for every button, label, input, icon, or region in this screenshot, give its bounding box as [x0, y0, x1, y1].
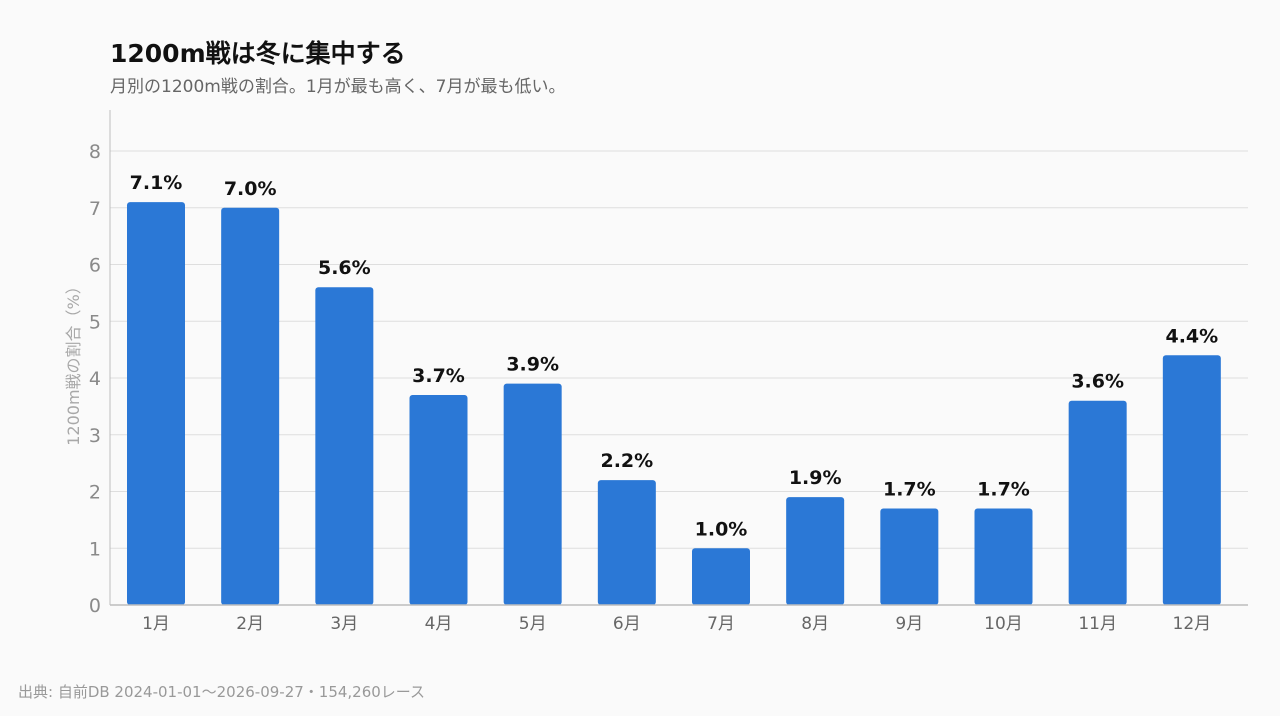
y-tick-label: 3: [89, 425, 101, 447]
data-label: 4.4%: [1165, 325, 1218, 347]
bar: [503, 383, 562, 605]
y-tick-label: 6: [89, 255, 101, 277]
data-label: 1.0%: [695, 518, 748, 540]
data-label: 7.1%: [130, 172, 183, 194]
y-tick-label: 0: [89, 595, 101, 617]
x-tick-label: 9月: [895, 614, 923, 634]
x-tick-label: 2月: [236, 614, 264, 634]
data-label: 1.7%: [977, 479, 1030, 501]
y-tick-label: 2: [89, 482, 101, 504]
gridlines: [110, 150, 1248, 549]
x-tick-label: 5月: [519, 614, 547, 634]
bar: [127, 202, 185, 605]
bar: [315, 287, 374, 605]
x-tick-label: 8月: [801, 614, 829, 634]
data-label: 3.6%: [1071, 371, 1124, 393]
data-label: 3.9%: [506, 354, 559, 376]
x-tick-label: 7月: [707, 614, 735, 634]
data-label: 5.6%: [318, 257, 371, 279]
x-tick-label: 12月: [1173, 614, 1212, 634]
data-label: 3.7%: [412, 365, 465, 387]
data-label: 2.2%: [600, 450, 653, 472]
data-label: 1.7%: [883, 479, 936, 501]
y-tick-label: 4: [89, 368, 101, 390]
x-axis-ticks: 1月 2月 3月 4月 5月 6月 7月 8月 9月 10月 11月 12月: [142, 614, 1211, 634]
x-tick-label: 3月: [330, 614, 358, 634]
data-label: 7.0%: [224, 178, 277, 200]
chart-title: 1200m戦は冬に集中する: [110, 39, 406, 68]
data-label: 1.9%: [789, 467, 842, 489]
y-tick-label: 1: [89, 538, 101, 560]
y-tick-label: 8: [89, 141, 101, 163]
x-tick-label: 10月: [984, 614, 1023, 634]
y-tick-label: 5: [89, 311, 101, 333]
y-axis-ticks: 0 1 2 3 4 5 6 7 8: [89, 141, 101, 617]
bar: [692, 548, 750, 605]
bar: [597, 480, 656, 605]
source-note: 出典: 自前DB 2024-01-01〜2026-09-27・154,260レー…: [18, 683, 426, 701]
x-tick-label: 1月: [142, 614, 170, 634]
bar: [1068, 400, 1127, 605]
bar: [974, 508, 1033, 605]
bar: [1162, 355, 1221, 605]
bar: [880, 508, 939, 605]
x-tick-label: 11月: [1078, 614, 1117, 634]
bar: [409, 395, 468, 605]
x-tick-label: 6月: [613, 614, 641, 634]
bars: [127, 202, 1221, 605]
bar: [221, 207, 280, 605]
y-tick-label: 7: [89, 198, 101, 220]
chart-subtitle: 月別の1200m戦の割合。1月が最も高く、7月が最も低い。: [110, 77, 566, 97]
x-tick-label: 4月: [425, 614, 453, 634]
data-labels: 7.1% 7.0% 5.6% 3.7% 3.9% 2.2% 1.0% 1.9% 1.7% 1.7%…: [130, 172, 1219, 540]
y-axis-label: 1200m戦の割合（%）: [64, 278, 83, 446]
bar: [786, 497, 845, 605]
